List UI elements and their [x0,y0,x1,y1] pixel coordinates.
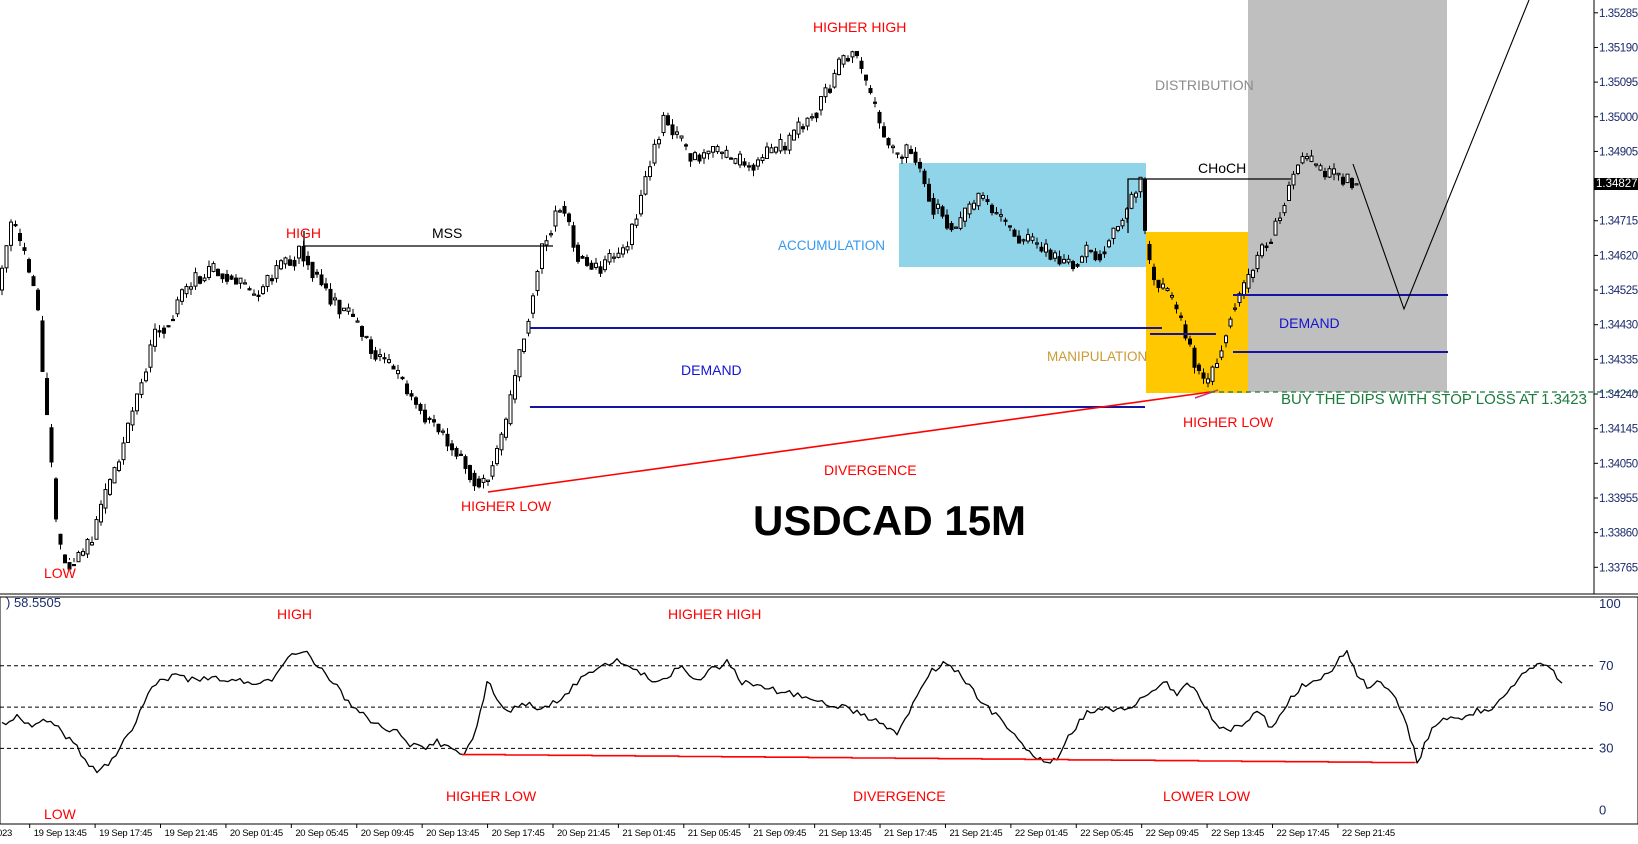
svg-text:21 Sep 21:45: 21 Sep 21:45 [949,828,1002,839]
svg-text:21 Sep 01:45: 21 Sep 01:45 [622,828,675,839]
svg-text:0: 0 [1599,802,1606,817]
svg-text:1.34905: 1.34905 [1599,146,1638,158]
svg-text:HIGHER LOW: HIGHER LOW [1183,414,1274,430]
svg-text:CHoCH: CHoCH [1198,160,1246,176]
svg-text:22 Sep 13:45: 22 Sep 13:45 [1211,828,1264,839]
svg-text:1.33860: 1.33860 [1599,528,1638,540]
svg-text:LOWER LOW: LOWER LOW [1163,788,1251,804]
svg-text:DISTRIBUTION: DISTRIBUTION [1155,77,1254,93]
svg-text:USDCAD 15M: USDCAD 15M [753,497,1026,544]
svg-text:22 Sep 01:45: 22 Sep 01:45 [1015,828,1068,839]
svg-text:22 Sep 05:45: 22 Sep 05:45 [1080,828,1133,839]
svg-text:22 Sep 21:45: 22 Sep 21:45 [1342,828,1395,839]
svg-text:20 Sep 09:45: 20 Sep 09:45 [361,828,414,839]
svg-text:DEMAND: DEMAND [1279,315,1340,331]
svg-text:1.34525: 1.34525 [1599,285,1638,297]
svg-text:50: 50 [1599,699,1613,714]
svg-text:20 Sep 01:45: 20 Sep 01:45 [230,828,283,839]
svg-text:1.34050: 1.34050 [1599,458,1638,470]
svg-text:HIGHER HIGH: HIGHER HIGH [813,19,906,35]
svg-text:1.35095: 1.35095 [1599,77,1638,89]
svg-text:HIGHER HIGH: HIGHER HIGH [668,606,761,622]
svg-text:22 Sep 09:45: 22 Sep 09:45 [1146,828,1199,839]
svg-text:100: 100 [1599,596,1621,611]
svg-text:20 Sep 21:45: 20 Sep 21:45 [557,828,610,839]
svg-text:1.34335: 1.34335 [1599,354,1638,366]
svg-text:20 Sep 13:45: 20 Sep 13:45 [426,828,479,839]
svg-text:22 Sep 17:45: 22 Sep 17:45 [1276,828,1329,839]
svg-text:1.35285: 1.35285 [1599,8,1638,20]
svg-text:LOW: LOW [44,565,77,581]
svg-text:1.34145: 1.34145 [1599,424,1638,436]
svg-text:30: 30 [1599,740,1613,755]
svg-text:21 Sep 09:45: 21 Sep 09:45 [753,828,806,839]
svg-text:BUY THE DIPS WITH STOP LOSS AT: BUY THE DIPS WITH STOP LOSS AT 1.3423 [1281,391,1587,408]
svg-text:DIVERGENCE: DIVERGENCE [853,788,946,804]
svg-text:1.34827: 1.34827 [1596,178,1638,190]
svg-text:21 Sep 05:45: 21 Sep 05:45 [688,828,741,839]
svg-text:DEMAND: DEMAND [681,362,742,378]
svg-text:1.35000: 1.35000 [1599,112,1638,124]
svg-text:LOW: LOW [44,806,77,822]
svg-text:ACCUMULATION: ACCUMULATION [778,238,885,253]
svg-text:1.34620: 1.34620 [1599,250,1638,262]
svg-text:MANIPULATION: MANIPULATION [1047,349,1147,364]
svg-text:2023: 2023 [0,828,12,839]
svg-text:HIGHER LOW: HIGHER LOW [461,498,552,514]
svg-text:HIGH: HIGH [286,225,321,241]
svg-text:70: 70 [1599,658,1613,673]
svg-text:1.34430: 1.34430 [1599,320,1638,332]
svg-text:19 Sep 17:45: 19 Sep 17:45 [99,828,152,839]
svg-text:20 Sep 17:45: 20 Sep 17:45 [492,828,545,839]
svg-text:1.34715: 1.34715 [1599,216,1638,228]
svg-text:19 Sep 13:45: 19 Sep 13:45 [34,828,87,839]
svg-text:1.34240: 1.34240 [1599,389,1638,401]
svg-text:20 Sep 05:45: 20 Sep 05:45 [295,828,348,839]
svg-text:21 Sep 13:45: 21 Sep 13:45 [819,828,872,839]
svg-text:DIVERGENCE: DIVERGENCE [824,462,917,478]
svg-text:MSS: MSS [432,225,462,241]
svg-text:19 Sep 21:45: 19 Sep 21:45 [165,828,218,839]
svg-text:1.33955: 1.33955 [1599,493,1638,505]
svg-text:HIGHER LOW: HIGHER LOW [446,788,537,804]
svg-text:1.35190: 1.35190 [1599,42,1638,54]
svg-text:1.33765: 1.33765 [1599,562,1638,574]
svg-text:HIGH: HIGH [277,606,312,622]
svg-text:21 Sep 17:45: 21 Sep 17:45 [884,828,937,839]
